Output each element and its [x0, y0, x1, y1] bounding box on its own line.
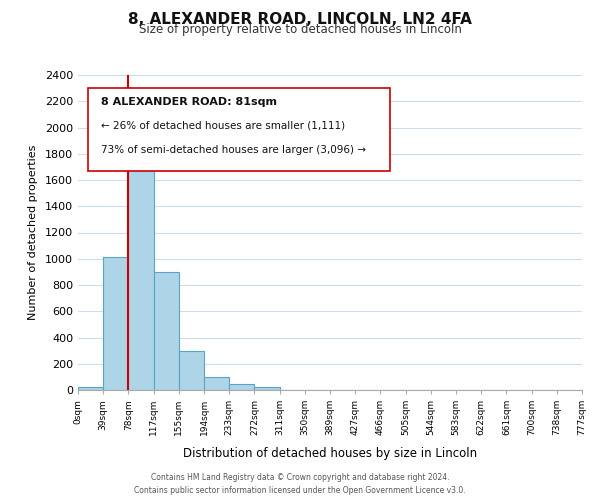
Text: Contains HM Land Registry data © Crown copyright and database right 2024.
Contai: Contains HM Land Registry data © Crown c…	[134, 473, 466, 495]
Text: ← 26% of detached houses are smaller (1,111): ← 26% of detached houses are smaller (1,…	[101, 121, 345, 131]
Text: 8 ALEXANDER ROAD: 81sqm: 8 ALEXANDER ROAD: 81sqm	[101, 97, 277, 107]
Bar	[128, 146, 154, 390]
Bar	[103, 258, 128, 390]
Bar	[154, 272, 179, 390]
Text: 8, ALEXANDER ROAD, LINCOLN, LN2 4FA: 8, ALEXANDER ROAD, LINCOLN, LN2 4FA	[128, 12, 472, 28]
FancyBboxPatch shape	[88, 88, 391, 171]
Bar	[78, 388, 103, 390]
Y-axis label: Number of detached properties: Number of detached properties	[28, 145, 38, 320]
Bar	[204, 377, 229, 390]
Text: Size of property relative to detached houses in Lincoln: Size of property relative to detached ho…	[139, 22, 461, 36]
X-axis label: Distribution of detached houses by size in Lincoln: Distribution of detached houses by size …	[183, 446, 477, 460]
Bar	[179, 350, 204, 390]
Text: 73% of semi-detached houses are larger (3,096) →: 73% of semi-detached houses are larger (…	[101, 145, 365, 155]
Bar	[254, 388, 280, 390]
Bar	[229, 384, 254, 390]
